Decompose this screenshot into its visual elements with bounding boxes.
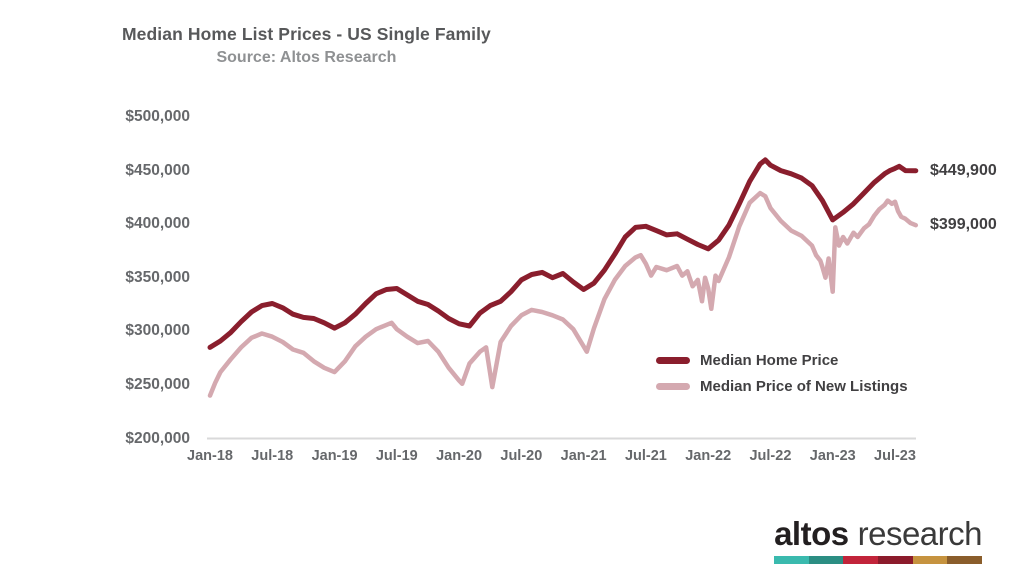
logo-word-research: research <box>857 515 983 552</box>
logo-bar-segment <box>808 556 844 564</box>
legend-swatch-median-home-price <box>656 357 690 364</box>
logo-bar-segment <box>912 556 948 564</box>
y-axis-tick-label: $400,000 <box>125 215 190 233</box>
y-axis-tick-label: $500,000 <box>125 107 190 125</box>
y-axis-tick-label: $450,000 <box>125 161 190 179</box>
legend-swatch-median-price-of-new-listings <box>656 383 690 390</box>
y-axis-tick-label: $200,000 <box>125 429 190 447</box>
x-axis-tick-label: Jan-19 <box>311 448 358 464</box>
end-value-median-home-price: $449,900 <box>930 161 997 179</box>
logo-word-altos: altos <box>774 515 849 552</box>
median-price-of-new-listings-line <box>207 190 919 398</box>
x-axis-tick-label: Jan-18 <box>187 448 233 464</box>
x-axis-tick-label: Jul-21 <box>624 448 667 464</box>
logo-color-bar <box>774 556 983 564</box>
logo-bar-segment <box>843 556 879 564</box>
end-value-median-price-of-new-listings: $399,000 <box>930 216 997 234</box>
altos-research-logo: altos research <box>774 517 983 564</box>
x-axis-tick-label: Jul-18 <box>251 448 294 464</box>
x-axis-tick-label: Jan-23 <box>809 448 856 464</box>
y-axis-tick-label: $250,000 <box>125 375 190 393</box>
legend-label-median-price-of-new-listings: Median Price of New Listings <box>700 378 908 395</box>
y-axis-tick-label: $300,000 <box>125 322 190 340</box>
x-axis-tick-label: Jan-21 <box>560 448 607 464</box>
chart-title: Median Home List Prices - US Single Fami… <box>122 24 491 44</box>
logo-bar-segment <box>947 556 983 564</box>
logo-wordmark: altos research <box>774 517 982 550</box>
x-axis-tick-label: Jul-19 <box>375 448 418 464</box>
x-axis-tick-label: Jul-22 <box>749 448 792 464</box>
chart-source-subtitle: Source: Altos Research <box>216 49 397 66</box>
chart-header: Median Home List Prices - US Single Fami… <box>122 24 491 67</box>
x-axis-tick-label: Jul-20 <box>500 448 543 464</box>
y-axis-tick-label: $350,000 <box>125 268 190 286</box>
x-axis-tick-label: Jan-20 <box>436 448 483 464</box>
legend-label-median-home-price: Median Home Price <box>700 352 839 369</box>
x-axis-tick-label: Jan-22 <box>685 448 732 464</box>
legend-item-median-home-price: Median Home Price <box>656 352 908 369</box>
logo-bar-segment <box>878 556 913 564</box>
x-axis-tick-label: Jul-23 <box>874 448 916 464</box>
median-home-price-line <box>207 157 919 350</box>
logo-bar-segment <box>774 556 809 564</box>
legend-item-median-price-of-new-listings: Median Price of New Listings <box>656 378 908 395</box>
legend: Median Home Price Median Price of New Li… <box>656 352 908 395</box>
